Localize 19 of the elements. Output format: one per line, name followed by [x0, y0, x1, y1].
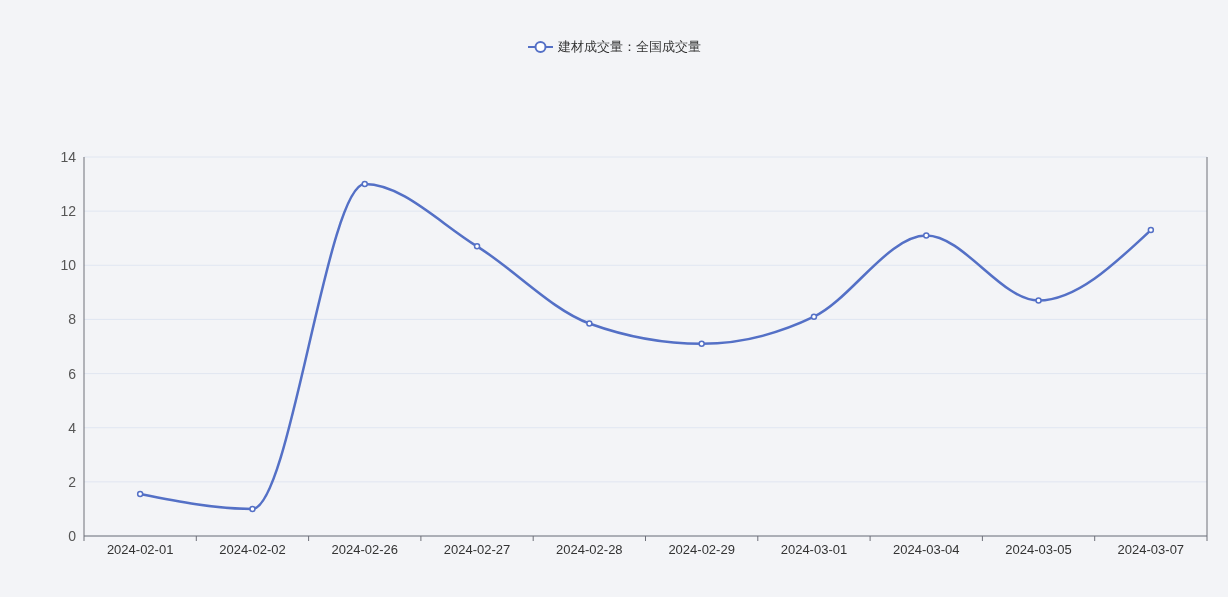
x-tick-label: 2024-02-29	[668, 542, 735, 557]
x-tick-label: 2024-02-01	[106, 542, 174, 557]
x-tick-label: 2024-02-26	[331, 542, 398, 557]
x-tick-label: 2024-02-28	[556, 542, 623, 557]
y-tick-label: 12	[60, 203, 77, 220]
y-tick-label: 14	[60, 148, 77, 165]
x-tick-label: 2024-03-07	[1117, 542, 1185, 557]
y-tick-label: 10	[60, 257, 77, 274]
y-tick-label: 8	[68, 311, 77, 328]
x-tick-label: 2024-03-01	[780, 542, 848, 557]
y-tick-label: 2	[68, 473, 77, 490]
x-tick-label: 2024-03-05	[1005, 542, 1072, 557]
y-tick-label: 0	[68, 527, 77, 544]
y-tick-label: 4	[68, 419, 77, 436]
x-tick-label: 2024-02-02	[219, 542, 286, 557]
x-tick-label: 2024-02-27	[443, 542, 511, 557]
legend-label: 建材成交量：全国成交量	[557, 38, 701, 56]
x-tick-label: 2024-03-04	[893, 542, 960, 557]
y-tick-label: 6	[68, 365, 77, 382]
